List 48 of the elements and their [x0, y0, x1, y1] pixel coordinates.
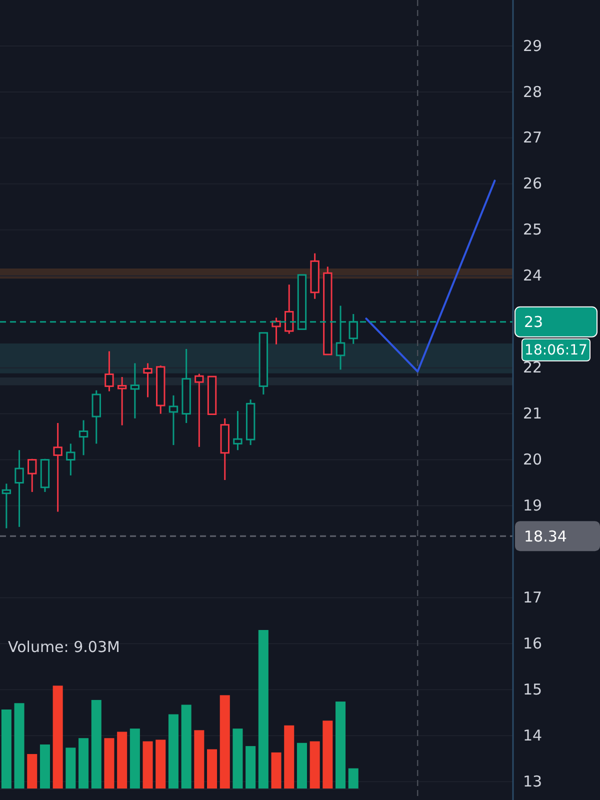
bar — [271, 752, 282, 789]
ref-line-label: 18.34 — [524, 527, 567, 546]
bar — [181, 704, 192, 789]
bar — [117, 732, 128, 789]
y-tick-label: 24 — [523, 266, 542, 285]
bar — [104, 738, 114, 789]
bar — [310, 741, 320, 789]
bar — [322, 720, 333, 789]
text: Volume: 9.03M — [8, 638, 120, 656]
y-tick-label: 22 — [523, 358, 542, 377]
bar — [168, 714, 178, 789]
candlestick — [78, 419, 88, 456]
bar — [78, 738, 89, 789]
bar — [348, 768, 358, 789]
bar — [40, 744, 50, 789]
bar — [194, 730, 204, 789]
y-tick-label: 27 — [523, 128, 542, 147]
bar — [27, 754, 38, 789]
text: 18:06:17 — [524, 342, 588, 359]
bar — [207, 749, 218, 789]
y-tick-label: 26 — [523, 174, 542, 193]
bar — [156, 740, 166, 789]
y-tick-label: 17 — [523, 588, 542, 606]
bar — [1, 710, 12, 789]
bar — [232, 728, 243, 789]
y-tick-label: 19 — [523, 496, 542, 515]
y-tick-label: 16 — [523, 634, 542, 652]
y-tick-label: 29 — [523, 36, 542, 55]
y-tick-label: 20 — [523, 450, 542, 469]
y-tick-label: 14 — [523, 726, 542, 744]
bar — [284, 725, 294, 789]
bar — [246, 746, 256, 789]
bar — [258, 630, 268, 789]
y-tick-label: 13 — [523, 772, 542, 790]
bar — [52, 686, 63, 789]
y-tick-label: 28 — [523, 82, 542, 101]
bar — [91, 700, 102, 789]
bar — [296, 742, 307, 789]
bar — [142, 741, 153, 789]
y-tick-label: 21 — [523, 404, 542, 423]
y-tick-label: 25 — [523, 220, 542, 239]
bar — [66, 748, 76, 789]
bar — [130, 728, 140, 789]
y-tick-label: 15 — [523, 680, 542, 698]
bar — [220, 695, 230, 789]
bar — [336, 702, 346, 789]
bar — [14, 703, 24, 789]
ref-line-label: 23 — [524, 313, 544, 332]
